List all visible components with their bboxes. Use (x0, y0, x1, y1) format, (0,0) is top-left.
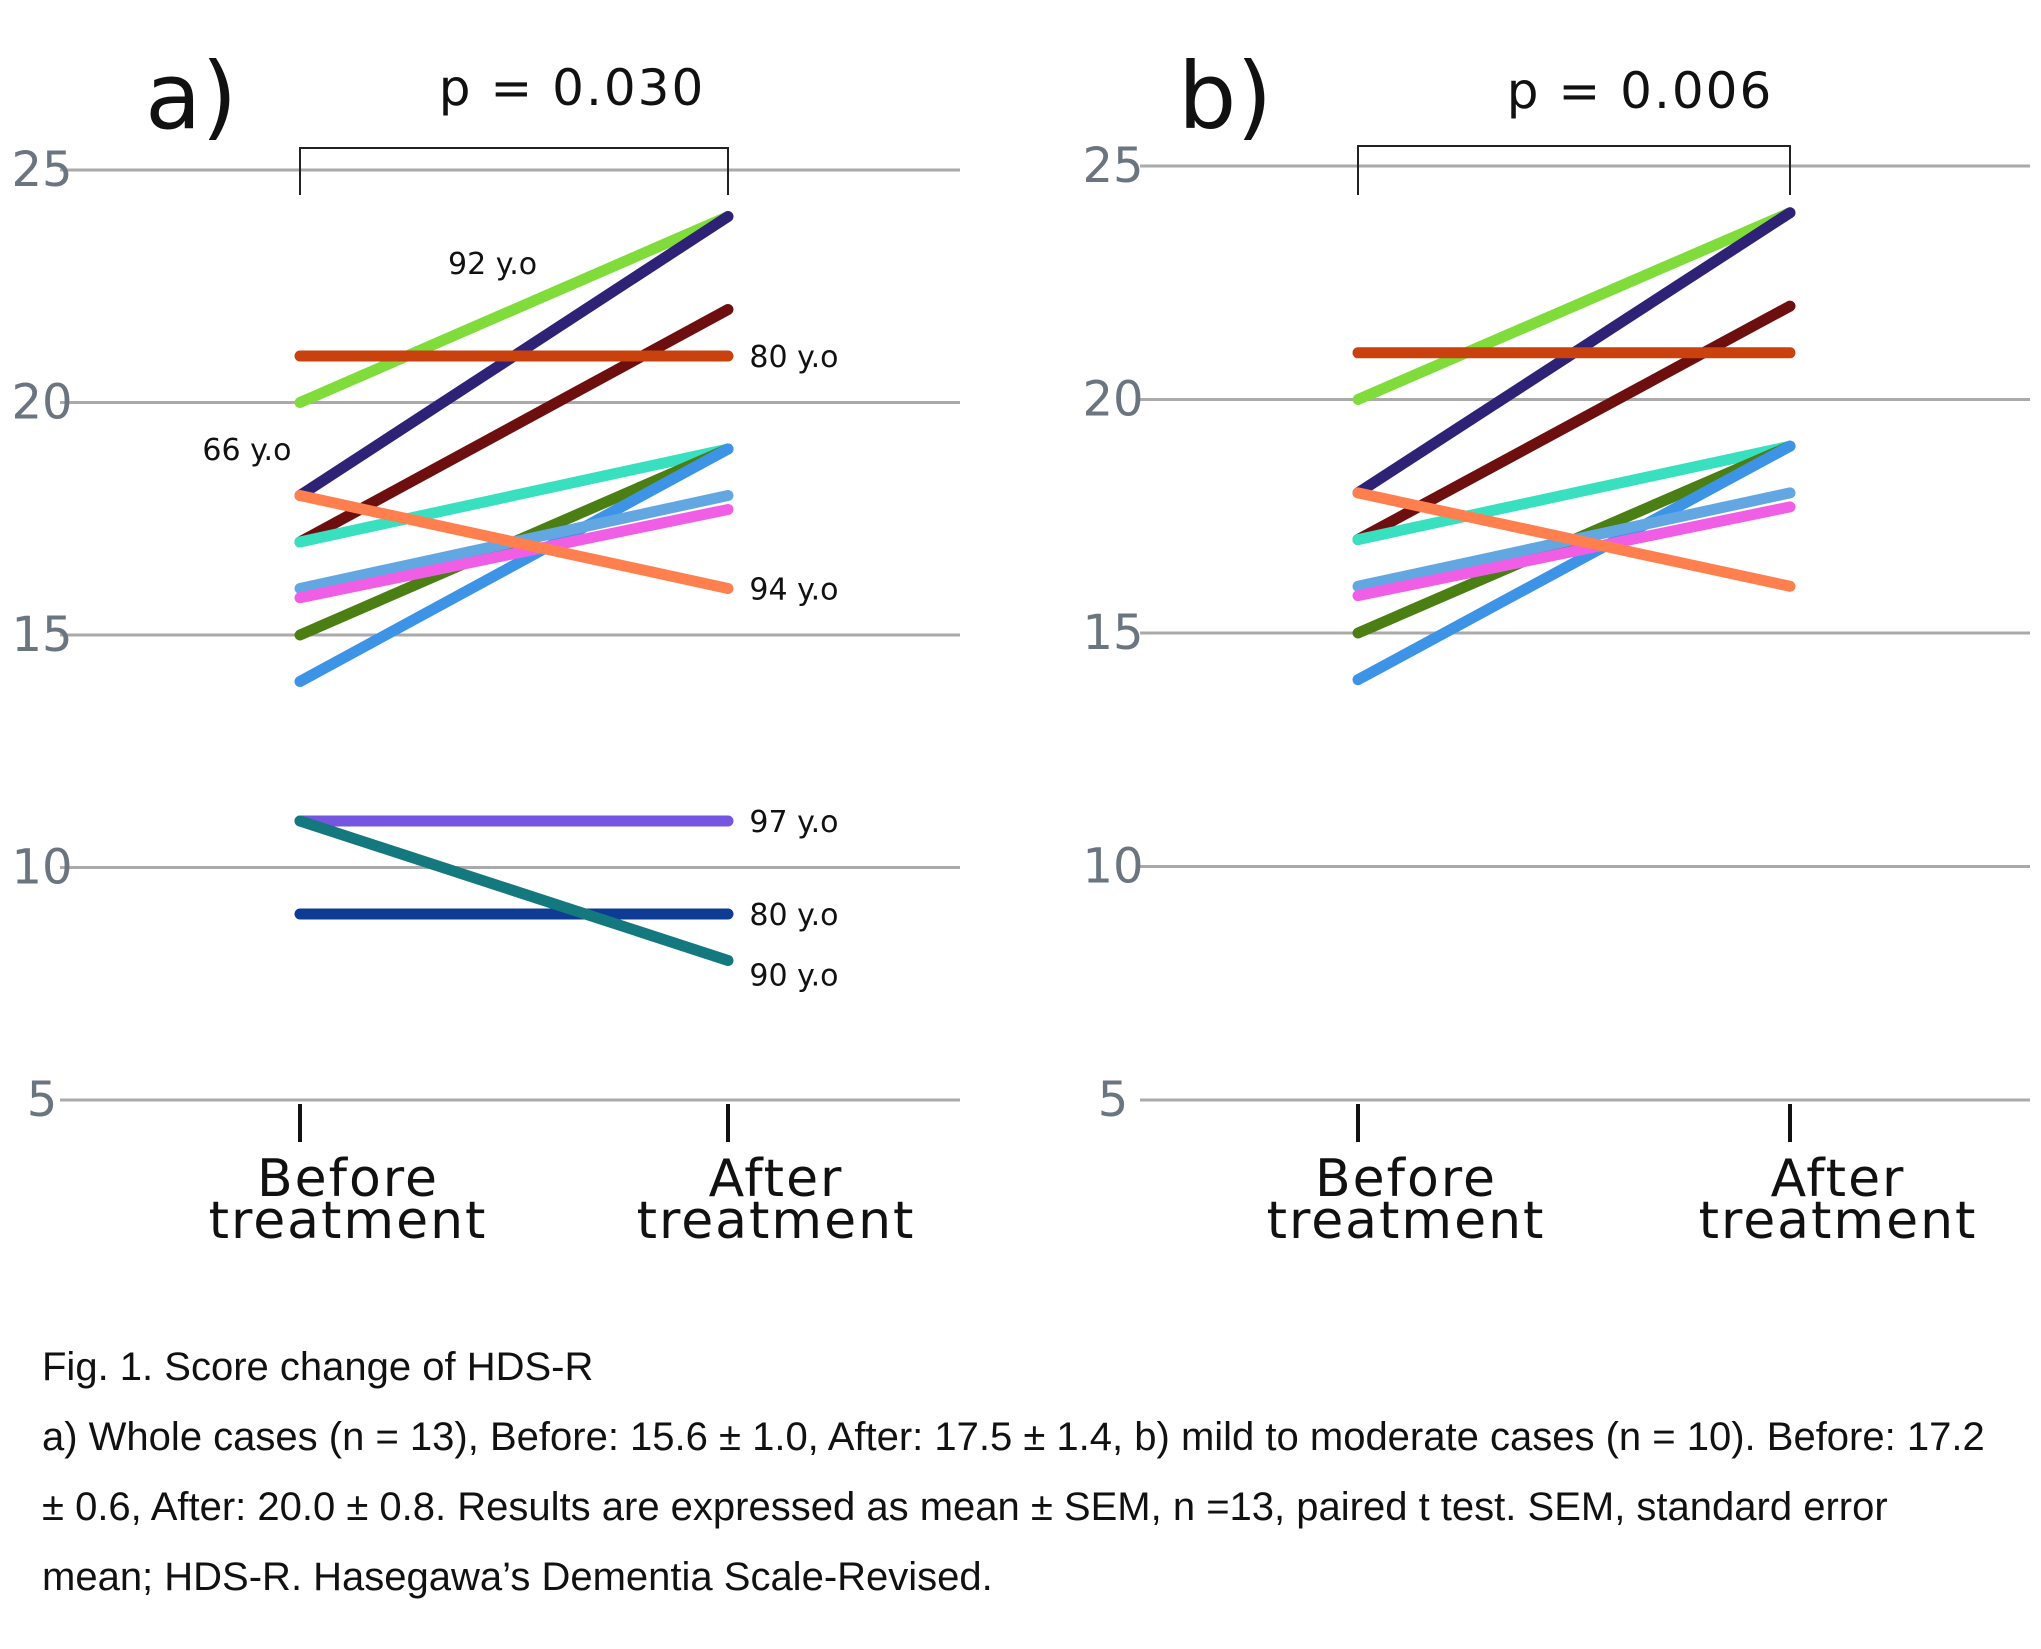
x-label-after-line2: treatment (637, 1191, 916, 1251)
age-label-7: 90 y.o (749, 958, 838, 993)
p-value: p = 0.006 (1507, 62, 1774, 120)
y-tick-label-20: 20 (1082, 372, 1143, 428)
y-tick-label-10: 10 (1082, 839, 1143, 895)
caption-title: Fig. 1. Score change of HDS-R (42, 1345, 594, 1389)
age-label-2: 66 y.o (202, 433, 291, 468)
hds-r-score-figure: 510152025BeforetreatmentAftertreatmenta)… (11, 43, 2030, 1251)
significance-bracket (299, 147, 729, 195)
y-tick-label-25: 25 (11, 142, 72, 198)
panel-label-b: b) (1178, 43, 1272, 150)
significance-bracket (1357, 145, 1791, 195)
y-tick-label-25: 25 (1082, 138, 1143, 194)
series-line-7 (294, 443, 734, 687)
age-label-1: 92 y.o (448, 247, 537, 282)
y-tick-label-10: 10 (11, 840, 72, 896)
series-line-13 (294, 815, 734, 966)
series-line-10 (294, 490, 734, 594)
x-label-before-line1: Before (1315, 1149, 1497, 1209)
series-line-9 (1352, 501, 1796, 602)
age-label-5: 97 y.o (749, 805, 838, 840)
x-label-after-line2: treatment (1699, 1191, 1978, 1251)
age-label-3: 80 y.o (749, 340, 838, 375)
x-label-before-line2: treatment (1267, 1191, 1546, 1251)
series-line-3 (1352, 300, 1796, 546)
x-label-before-line2: treatment (209, 1191, 488, 1251)
series-line-1 (1352, 207, 1796, 405)
age-label-4: 94 y.o (749, 573, 838, 608)
series-line-5 (294, 443, 734, 548)
y-tick-label-5: 5 (1098, 1072, 1129, 1128)
y-tick-label-5: 5 (27, 1072, 58, 1128)
x-label-before-line1: Before (257, 1149, 439, 1209)
p-value: p = 0.030 (439, 59, 706, 117)
series-line-10 (1352, 487, 1796, 592)
figure-caption: Fig. 1. Score change of HDS-R a) Whole c… (42, 1332, 2002, 1612)
series-line-9 (294, 503, 734, 604)
caption-body: a) Whole cases (n = 13), Before: 15.6 ± … (42, 1415, 1985, 1599)
series-line-3 (294, 304, 734, 548)
y-tick-label-15: 15 (1082, 605, 1143, 661)
x-label-after-line1: After (1771, 1149, 1906, 1209)
y-tick-label-20: 20 (11, 375, 72, 431)
series-line-7 (1352, 440, 1796, 686)
series-line-1 (294, 211, 734, 408)
x-label-after-line1: After (709, 1149, 844, 1209)
panel-label-a: a) (145, 43, 237, 150)
series-line-5 (1352, 440, 1796, 546)
y-tick-label-15: 15 (11, 607, 72, 663)
age-label-6: 80 y.o (749, 898, 838, 933)
